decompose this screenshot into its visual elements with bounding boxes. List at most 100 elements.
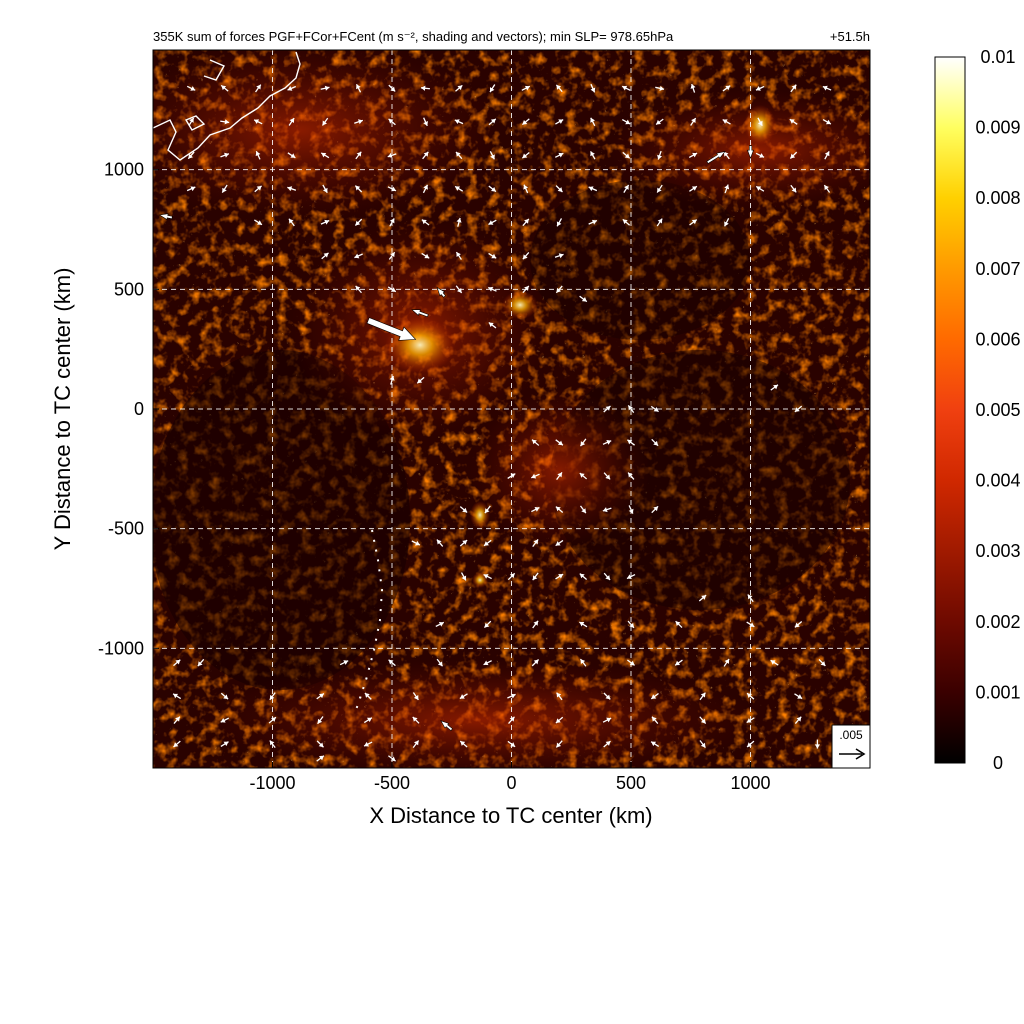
vector-arrow <box>459 539 468 547</box>
vector-arrow <box>316 692 325 700</box>
vector-arrow <box>220 119 230 125</box>
vector-arrow <box>689 219 698 226</box>
vector-arrow <box>436 658 444 667</box>
vector-arrow <box>555 573 564 580</box>
y-tick-label: 0 <box>134 399 144 419</box>
vector-arrow <box>656 184 663 193</box>
vector-arrow <box>690 117 697 126</box>
vector-arrow <box>789 118 798 125</box>
vector-arrow <box>488 286 497 292</box>
vector-arrow <box>579 295 588 303</box>
vector-arrow <box>622 218 631 226</box>
vector-arrow <box>579 573 588 580</box>
vector-arrow <box>770 384 779 391</box>
vector-arrow <box>556 692 563 701</box>
vector-arrow <box>489 84 496 93</box>
vector-arrow <box>388 251 396 260</box>
vector-arrow <box>521 85 531 91</box>
vector-arrow <box>388 755 396 762</box>
vector-arrow <box>590 83 596 93</box>
vector-arrow <box>556 218 563 227</box>
vector-arrow <box>722 119 731 125</box>
y-tick-label: 1000 <box>104 160 144 180</box>
vector-arrow <box>688 152 698 159</box>
vector-arrow <box>389 375 395 385</box>
vector-arrow <box>650 405 659 413</box>
vector-arrow <box>532 620 539 629</box>
vector-arrow <box>602 440 612 445</box>
chart-title: 355K sum of forces PGF+FCor+FCent (m s⁻²… <box>153 29 674 44</box>
grid-lines <box>153 50 870 768</box>
vector-arrow <box>690 83 696 93</box>
vector-arrow <box>255 150 261 160</box>
vector-arrow <box>322 184 328 194</box>
vector-arrow <box>253 219 263 226</box>
vector-arrow <box>579 621 588 628</box>
vector-arrow <box>627 620 635 629</box>
vector-arrow <box>555 506 564 513</box>
vector-arrow <box>459 506 468 513</box>
vector-arrow <box>603 692 611 700</box>
vector-arrow <box>590 151 596 160</box>
vector-arrow <box>197 658 205 667</box>
vector-arrow <box>269 692 276 701</box>
vector-arrow <box>822 85 832 91</box>
colorbar-tick-label: 0.008 <box>975 188 1020 208</box>
vector-arrow <box>363 741 373 747</box>
vector-arrow <box>455 151 463 160</box>
vector-arrow <box>675 620 683 629</box>
vector-arrow <box>674 659 683 666</box>
vector-arrow <box>507 740 516 748</box>
vector-arrow <box>588 219 598 225</box>
colorbar-tick-labels: 0 0.001 0.002 0.003 0.004 0.005 0.006 0.007 0.00… <box>975 47 1020 773</box>
vector-arrow <box>794 620 803 628</box>
vector-arrow <box>387 286 397 293</box>
colorbar-tick-label: 0 <box>993 753 1003 773</box>
vector-arrow <box>531 473 540 479</box>
vector-arrow <box>220 152 230 158</box>
vector-arrow <box>220 84 229 92</box>
vector-arrow <box>317 716 324 725</box>
vector-arrow <box>555 439 564 446</box>
vector-arrow <box>699 692 706 701</box>
vector-arrow <box>412 692 419 701</box>
vector-arrow <box>488 322 497 329</box>
colorbar-tick-label: 0.004 <box>975 471 1020 491</box>
vector-arrow <box>822 119 832 125</box>
vector-arrow <box>321 117 329 126</box>
vector-arrow <box>355 83 362 93</box>
vector-arrow <box>531 439 540 446</box>
large-vector-arrow <box>440 720 453 732</box>
forecast-time-label: +51.5h <box>830 29 870 44</box>
plot-area <box>153 50 870 768</box>
vector-arrow <box>412 716 420 724</box>
vector-arrow <box>655 85 665 91</box>
y-tick-label: -1000 <box>98 638 144 658</box>
vector-arrow <box>651 438 659 447</box>
vector-arrow <box>521 118 530 126</box>
vector-arrow <box>355 151 362 160</box>
vector-arrow <box>288 218 295 227</box>
vector-arrow <box>389 218 395 227</box>
vector-arrow <box>823 184 831 193</box>
vector-arrow <box>588 186 598 192</box>
colorbar-tick-label: 0.005 <box>975 400 1020 420</box>
vector-arrow <box>354 185 363 193</box>
colorbar-tick-label: 0.001 <box>975 682 1020 702</box>
vector-arrow <box>316 740 324 748</box>
vector-arrow <box>650 741 660 748</box>
vector-arrow <box>622 151 631 159</box>
vector-arrow <box>699 716 707 724</box>
large-vector-arrow <box>747 145 754 160</box>
vector-arrow <box>220 692 229 700</box>
vector-arrow <box>621 85 631 91</box>
vector-arrow <box>657 150 663 160</box>
vector-arrow <box>579 472 588 480</box>
vector-arrow <box>699 740 706 749</box>
vector-arrow <box>627 405 635 413</box>
vector-arrow <box>268 716 277 724</box>
vector-arrow <box>651 716 659 724</box>
vector-arrow <box>603 572 611 581</box>
colorbar-tick-label: 0.002 <box>975 612 1020 632</box>
vector-arrow <box>253 119 263 125</box>
